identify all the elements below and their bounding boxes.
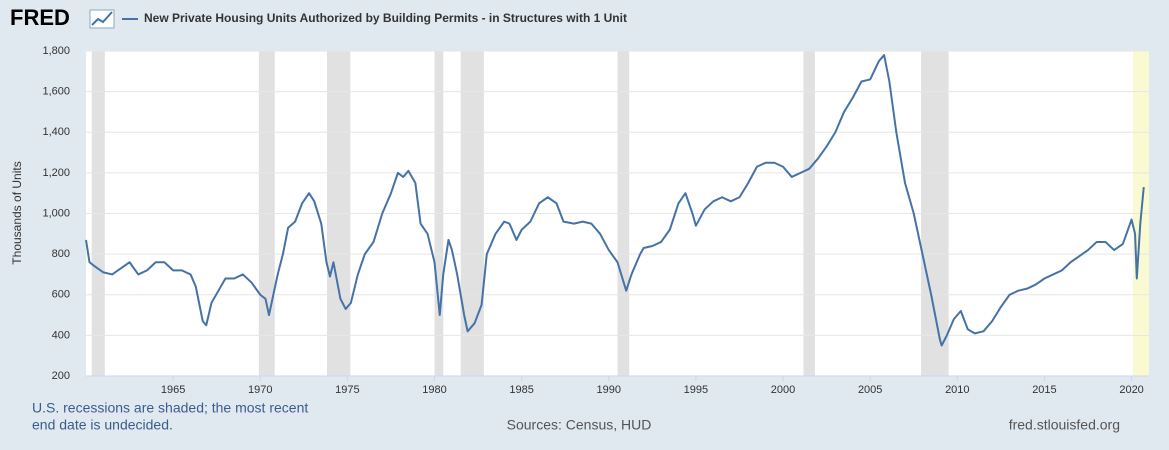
- x-tick-label: 2000: [771, 384, 795, 396]
- x-tick-label: 1970: [248, 384, 272, 396]
- x-tick-label: 1995: [684, 384, 708, 396]
- x-tick-label: 2020: [1119, 384, 1143, 396]
- logo-icon: [89, 9, 115, 29]
- note: U.S. recessions are shaded; the most rec…: [32, 400, 308, 416]
- y-tick-label: 1,600: [42, 86, 70, 98]
- x-tick-label: 1980: [422, 384, 446, 396]
- source: Sources: Census, HUD: [507, 417, 652, 433]
- x-tick-label: 1975: [335, 384, 359, 396]
- y-tick-label: 200: [52, 370, 70, 382]
- x-tick-label: 2005: [858, 384, 882, 396]
- site: fred.stlouisfed.org: [1009, 417, 1120, 433]
- x-tick-label: 2015: [1032, 384, 1056, 396]
- y-tick-label: 1,000: [42, 207, 70, 219]
- x-tick-label: 1990: [597, 384, 621, 396]
- x-tick-label: 2010: [945, 384, 969, 396]
- y-axis-label: Thousands of Units: [10, 161, 24, 264]
- series-line: [85, 54, 1145, 347]
- x-tick-label: 1965: [161, 384, 185, 396]
- y-tick-label: 800: [52, 248, 70, 260]
- y-tick-label: 400: [52, 329, 70, 341]
- logo: FRED: [10, 5, 70, 30]
- y-tick-label: 1,800: [42, 45, 70, 57]
- x-tick-label: 1985: [509, 384, 533, 396]
- note: end date is undecided.: [32, 417, 173, 433]
- y-tick-label: 1,200: [42, 167, 70, 179]
- y-tick-label: 600: [52, 289, 70, 301]
- legend-label: New Private Housing Units Authorized by …: [144, 11, 627, 25]
- y-tick-label: 1,400: [42, 126, 70, 138]
